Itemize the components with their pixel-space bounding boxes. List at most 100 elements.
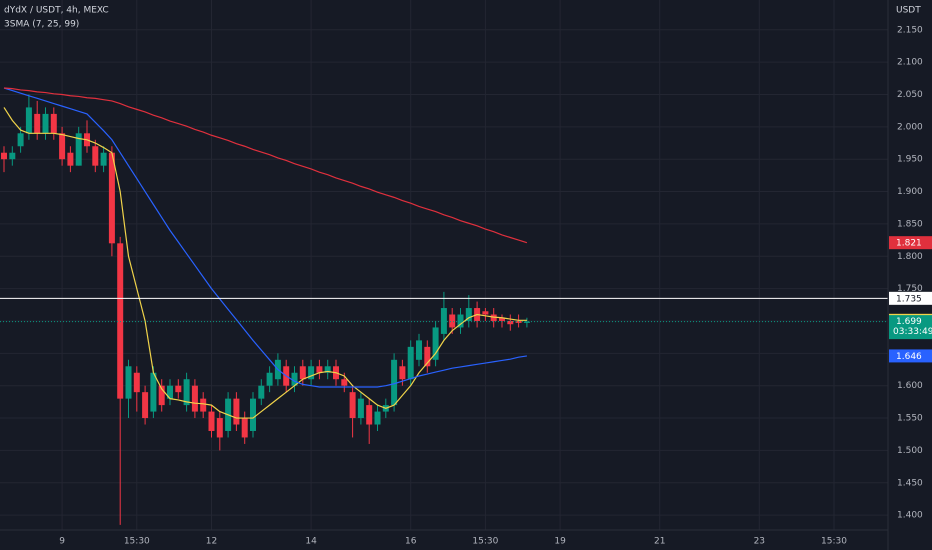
axis-unit: USDT — [896, 6, 921, 16]
candle-body — [366, 405, 373, 425]
candle-body — [374, 411, 381, 425]
candle-body — [457, 314, 464, 328]
grid — [0, 0, 888, 530]
candle-body — [42, 113, 49, 134]
sma-line — [3, 87, 528, 244]
candle-body — [424, 346, 431, 367]
candle-body — [175, 385, 182, 393]
sma-last-label: 1.646 — [896, 352, 922, 362]
y-tick-label: 1.800 — [897, 252, 923, 262]
x-tick-label: 16 — [405, 537, 417, 547]
sma-last-box — [889, 349, 932, 363]
candle-body — [167, 385, 173, 399]
candle-body — [357, 398, 364, 419]
candle-body — [523, 321, 530, 323]
candle-body — [482, 311, 489, 315]
y-tick-label: 1.850 — [897, 219, 923, 229]
candle-body — [142, 392, 149, 419]
y-tick-label: 1.900 — [897, 187, 923, 197]
sma-last-label: 1.821 — [896, 239, 922, 249]
candle-body — [432, 327, 439, 360]
candle-body — [1, 152, 7, 160]
sma-line — [3, 87, 527, 388]
x-tick-label: 14 — [305, 537, 317, 547]
x-tick-label: 9 — [59, 537, 65, 547]
indicator-label: 3SMA (7, 25, 99) — [4, 20, 79, 30]
price-axis — [888, 0, 932, 550]
plot — [0, 87, 888, 525]
x-tick-label: 15:30 — [472, 537, 498, 547]
y-tick-label: 1.750 — [897, 284, 923, 294]
price-line-label: 1.735 — [896, 294, 922, 304]
candle-body — [515, 320, 522, 323]
candle-body — [233, 398, 240, 425]
candle-body — [407, 346, 414, 380]
candle-body — [465, 308, 472, 321]
candle-body — [341, 379, 348, 386]
x-tick-label: 15:30 — [821, 537, 847, 547]
y-tick-label: 1.550 — [897, 414, 923, 424]
candle-body — [67, 152, 74, 166]
x-tick-label: 15:30 — [124, 537, 150, 547]
candle-body — [308, 366, 315, 380]
candle-body — [241, 418, 248, 438]
candle-body — [158, 385, 165, 406]
candle-body — [490, 314, 497, 321]
candle-body — [291, 372, 298, 386]
candle-body — [133, 372, 140, 393]
current-price-box — [889, 315, 932, 340]
candle-body — [416, 340, 422, 360]
candle-body — [191, 385, 198, 412]
candle-body — [208, 411, 215, 431]
candle-body — [125, 366, 132, 399]
candle-body — [324, 366, 331, 373]
y-tick-label: 1.450 — [897, 478, 923, 488]
candle-body — [34, 113, 41, 134]
candle-body — [200, 398, 207, 412]
x-tick-label: 21 — [654, 537, 665, 547]
price-line-box — [889, 291, 932, 305]
candle-body — [17, 133, 24, 147]
candle-body — [266, 372, 273, 386]
y-tick-label: 2.100 — [897, 58, 923, 68]
candle-body — [258, 385, 265, 399]
countdown-label: 03:33:49 — [893, 327, 932, 337]
candle-body — [75, 133, 82, 166]
x-tick-label: 12 — [206, 537, 217, 547]
current-price-label: 1.699 — [896, 317, 922, 327]
candle-body — [250, 398, 256, 431]
sma-last-box — [889, 236, 932, 250]
candle-body — [391, 359, 398, 406]
candle-body — [316, 366, 323, 373]
chart-title: dYdX / USDT, 4h, MEXC — [4, 6, 109, 16]
candle-body — [100, 152, 107, 166]
x-tick-label: 19 — [554, 537, 566, 547]
candle-body — [216, 418, 223, 438]
candle-body — [92, 146, 99, 166]
y-tick-label: 1.500 — [897, 446, 923, 456]
y-tick-label: 1.400 — [897, 511, 923, 521]
candle-body — [183, 379, 190, 406]
axis-labels: 2.150 2.100 2.050 2.000 1.950 1.900 1.850 1.800… — [59, 25, 932, 547]
y-tick-label: 2.050 — [897, 90, 923, 100]
candle-body — [25, 107, 32, 134]
candle-body — [150, 372, 157, 412]
y-tick-label: 2.000 — [897, 122, 923, 132]
candle-body — [117, 243, 124, 399]
candle-body — [59, 133, 66, 160]
candle-body — [499, 317, 505, 321]
y-tick-label: 1.950 — [897, 155, 923, 165]
x-tick-label: 23 — [754, 537, 765, 547]
candle-body — [507, 320, 514, 325]
candle-body — [449, 314, 456, 328]
candle-body — [349, 392, 356, 419]
candle-body — [440, 308, 447, 334]
y-tick-label: 1.600 — [897, 381, 923, 391]
sma-line — [3, 107, 527, 419]
candle-body — [50, 113, 57, 134]
candle-body — [108, 152, 115, 244]
y-tick-label: 2.150 — [897, 25, 923, 35]
candle-body — [9, 152, 16, 160]
